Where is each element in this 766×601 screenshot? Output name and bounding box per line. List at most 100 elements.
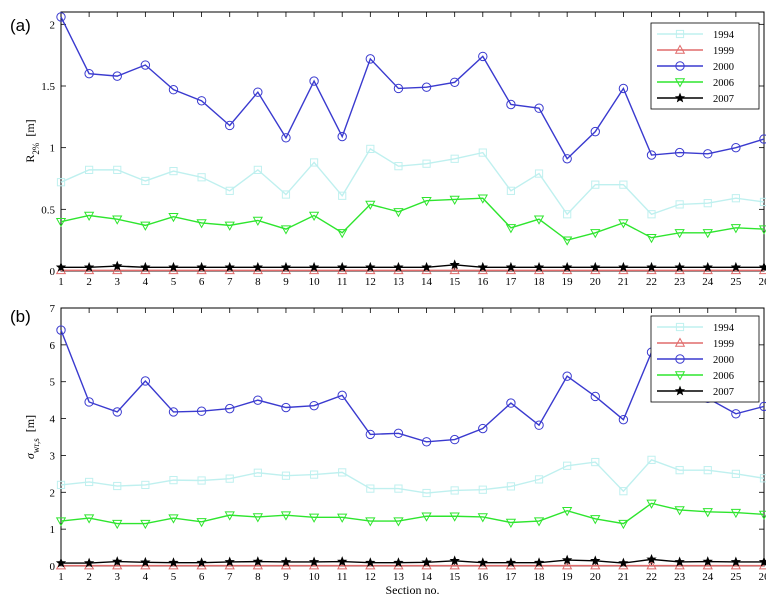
- data-point-2000: [534, 103, 544, 113]
- data-point-2007: [252, 261, 263, 272]
- data-point-2007: [449, 259, 460, 270]
- data-point-2007: [702, 261, 713, 272]
- series-2006: [55, 499, 766, 530]
- data-point-2000: [731, 409, 741, 419]
- data-point-2007: [758, 261, 766, 272]
- data-point-2007: [618, 261, 629, 272]
- x-tick-label: 15: [449, 571, 461, 583]
- data-point-1994: [703, 466, 712, 475]
- data-point-2006: [674, 506, 685, 516]
- series-2000: [56, 12, 766, 164]
- x-tick-label: 17: [505, 571, 517, 583]
- data-point-2007: [702, 556, 713, 566]
- data-point-2006: [112, 519, 123, 530]
- x-tick-label: 25: [730, 276, 742, 288]
- data-point-2006: [590, 229, 601, 239]
- x-tick-label: 15: [449, 276, 461, 288]
- x-tick-label: 10: [309, 571, 321, 583]
- data-point-2006: [758, 510, 766, 520]
- data-point-1994: [85, 477, 94, 487]
- data-point-1994: [759, 474, 766, 483]
- y-axis-label-unit: [m]: [23, 415, 37, 435]
- x-tick-label: 3: [114, 571, 120, 583]
- data-point-2000: [618, 83, 629, 94]
- data-point-1994: [506, 482, 516, 491]
- y-axis-label: σwr,s [m]: [23, 415, 41, 459]
- data-point-2007: [533, 261, 545, 272]
- data-point-1994: [675, 200, 684, 209]
- data-point-2007: [505, 557, 517, 568]
- y-tick-label: 0: [50, 561, 56, 573]
- x-tick-label: 21: [618, 571, 629, 583]
- data-point-1994: [169, 167, 178, 176]
- data-point-1994: [450, 486, 459, 495]
- data-point-2000: [562, 154, 572, 164]
- data-point-1994: [619, 180, 628, 189]
- data-point-2000: [393, 428, 404, 439]
- data-point-2006: [337, 513, 348, 523]
- data-point-2007: [337, 261, 348, 272]
- data-point-2007: [365, 261, 376, 272]
- data-point-1994: [506, 186, 516, 195]
- data-point-1999: [449, 264, 460, 275]
- legend-label-1994: 1994: [713, 323, 735, 334]
- x-tick-label: 13: [393, 276, 405, 288]
- panel-label: (b): [10, 307, 31, 326]
- legend-marker-2007: [674, 385, 686, 396]
- data-point-2007: [83, 261, 95, 272]
- series-line-1994: [60, 459, 765, 494]
- data-point-1994: [619, 487, 628, 496]
- data-point-2006: [562, 236, 573, 246]
- data-point-2000: [590, 391, 600, 402]
- data-point-2007: [477, 557, 488, 568]
- data-point-2007: [562, 261, 573, 272]
- data-point-2006: [646, 499, 657, 509]
- data-point-1994: [309, 158, 319, 167]
- data-point-2000: [140, 60, 151, 70]
- data-point-1994: [56, 480, 66, 490]
- y-tick-label: 1: [50, 524, 56, 536]
- legend-label-2000: 2000: [713, 62, 734, 73]
- data-point-1994: [141, 480, 150, 490]
- data-point-2007: [55, 261, 67, 272]
- x-tick-label: 7: [227, 571, 233, 583]
- data-point-1994: [591, 457, 600, 467]
- y-axis-label-subscript: wr,s: [31, 438, 41, 453]
- data-point-2007: [646, 553, 657, 564]
- data-point-2006: [55, 217, 67, 228]
- data-point-1994: [253, 468, 262, 477]
- series-line-2007: [61, 558, 764, 564]
- legend-marker-2006: [674, 371, 686, 381]
- data-point-2000: [618, 414, 629, 425]
- data-point-2007: [758, 556, 766, 567]
- y-tick-label: 5: [50, 377, 56, 389]
- data-point-2007: [449, 555, 460, 566]
- data-point-2000: [506, 398, 516, 408]
- x-tick-label: 1: [58, 276, 64, 288]
- data-point-2000: [253, 395, 263, 405]
- data-point-1994: [450, 154, 459, 163]
- data-point-1994: [563, 210, 572, 219]
- data-point-2006: [477, 194, 488, 204]
- data-point-2007: [393, 557, 404, 568]
- data-point-2006: [449, 512, 460, 522]
- data-point-2007: [618, 557, 629, 568]
- data-point-1994: [338, 468, 347, 477]
- data-point-1994: [534, 475, 544, 484]
- data-point-2006: [252, 216, 263, 226]
- x-tick-label: 10: [309, 276, 321, 288]
- x-tick-label: 12: [365, 571, 376, 583]
- data-point-2006: [505, 224, 517, 234]
- x-tick-label: 9: [283, 276, 289, 288]
- data-point-2006: [505, 518, 517, 529]
- data-point-2007: [590, 555, 601, 566]
- data-point-2006: [674, 229, 685, 239]
- data-point-2006: [196, 219, 207, 229]
- data-point-2000: [281, 402, 291, 413]
- data-point-2007: [421, 556, 432, 567]
- x-tick-label: 24: [702, 571, 714, 583]
- data-point-1994: [281, 190, 291, 199]
- x-tick-label: 12: [365, 276, 376, 288]
- data-point-2007: [393, 261, 404, 272]
- legend-label-2000: 2000: [713, 355, 734, 366]
